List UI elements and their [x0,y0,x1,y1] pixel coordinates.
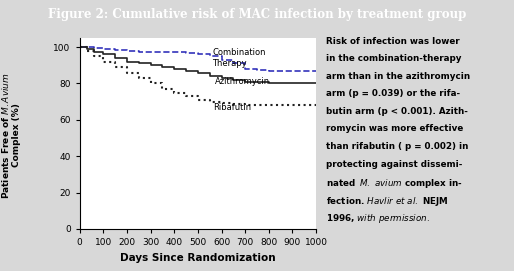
Text: in the combination-therapy: in the combination-therapy [326,54,462,63]
Text: Patients Free of $\mathit{M. Avium}$
Complex (%): Patients Free of $\mathit{M. Avium}$ Com… [0,72,21,199]
Text: protecting against dissemi-: protecting against dissemi- [326,160,463,169]
Text: Azithromycin: Azithromycin [214,77,269,86]
Text: fection. $\mathit{Havlir\ et\ al.}$ NEJM: fection. $\mathit{Havlir\ et\ al.}$ NEJM [326,195,449,208]
Text: Combination
Therapy: Combination Therapy [212,48,266,68]
Text: Figure 2: Cumulative risk of MAC infection by treatment group: Figure 2: Cumulative risk of MAC infecti… [48,8,466,21]
Text: romycin was more effective: romycin was more effective [326,124,464,134]
Text: arm (p = 0.039) or the rifa-: arm (p = 0.039) or the rifa- [326,89,461,98]
Text: Ribafutin: Ribafutin [213,103,251,112]
Text: nated  $\mathit{M.\ avium}$ complex in-: nated $\mathit{M.\ avium}$ complex in- [326,177,463,190]
Text: Risk of infection was lower: Risk of infection was lower [326,37,460,46]
Text: butin arm (p < 0.001). Azith-: butin arm (p < 0.001). Azith- [326,107,468,116]
Text: arm than in the azithromycin: arm than in the azithromycin [326,72,470,81]
Text: 1996, $\mathit{with\ permission.}$: 1996, $\mathit{with\ permission.}$ [326,212,430,225]
Text: than rifabutin ( p = 0.002) in: than rifabutin ( p = 0.002) in [326,142,469,151]
X-axis label: Days Since Randomization: Days Since Randomization [120,253,276,263]
